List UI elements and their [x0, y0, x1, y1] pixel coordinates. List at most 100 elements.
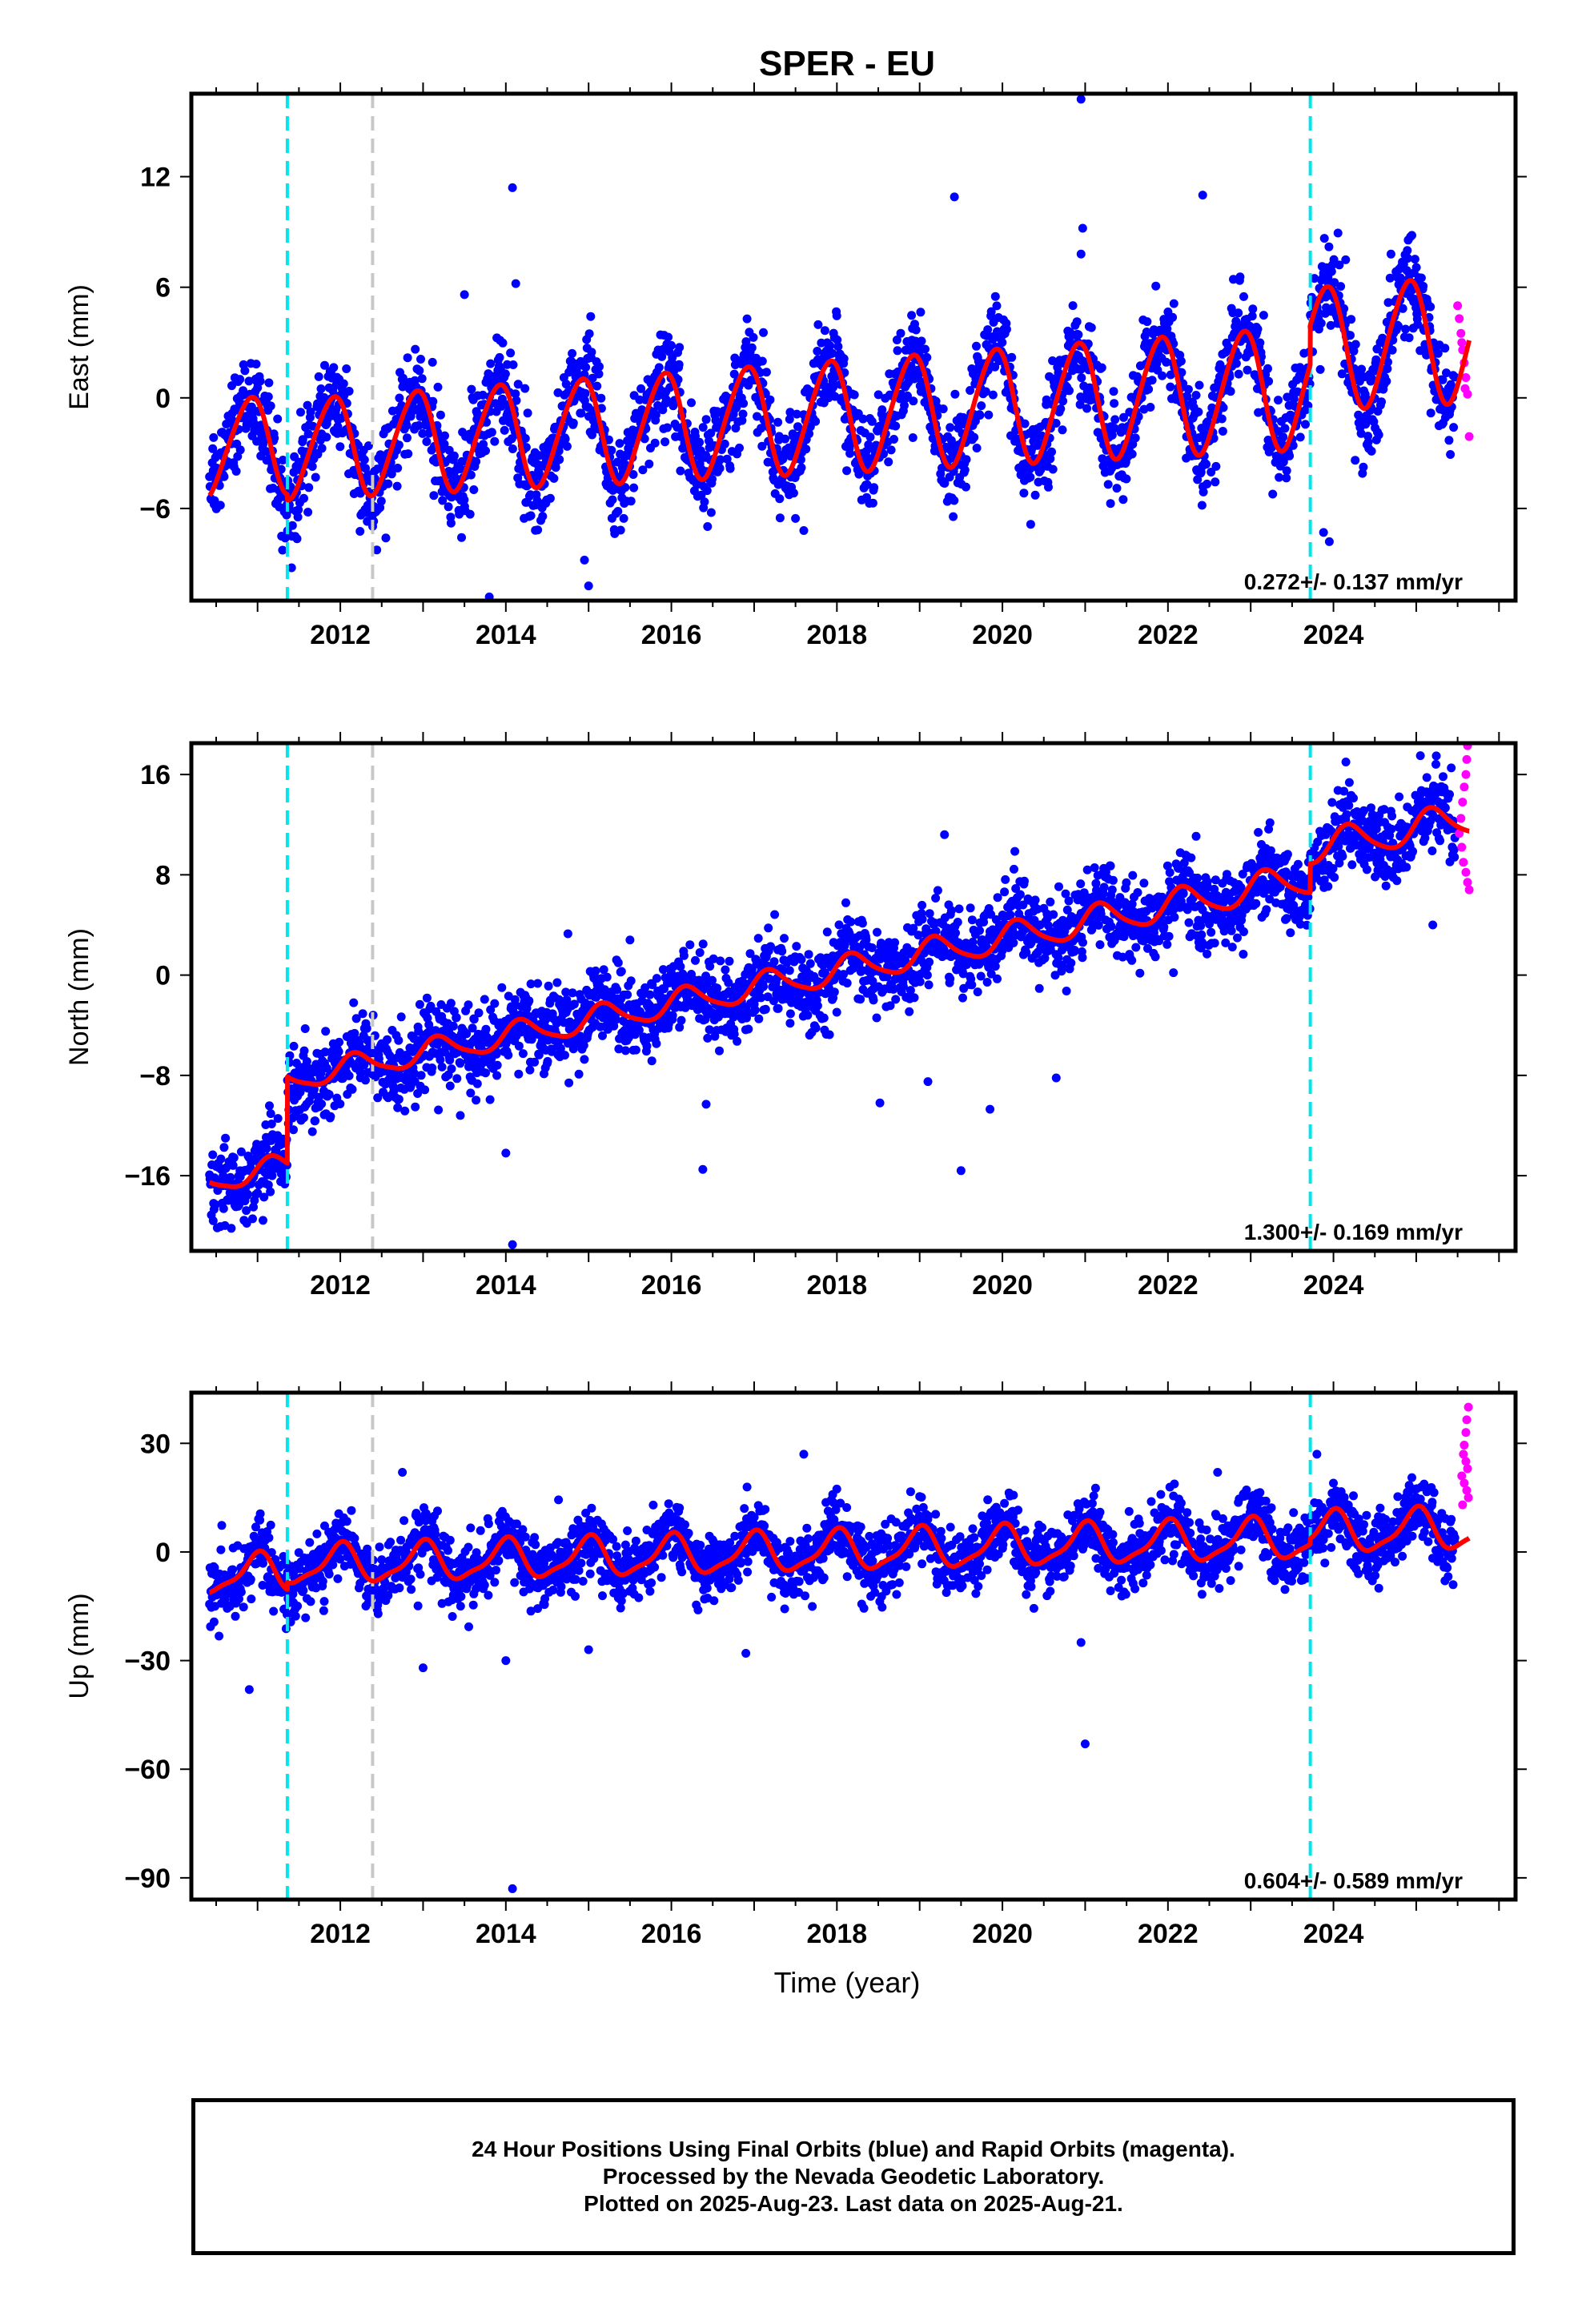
- east-final-point: [722, 454, 732, 464]
- north-final-point: [383, 1035, 392, 1044]
- east-final-point: [909, 396, 918, 406]
- east-final-point: [261, 447, 271, 456]
- north-final-point: [915, 977, 925, 987]
- north-final-point: [445, 1081, 455, 1091]
- east-x-tick-label: 2016: [641, 620, 702, 650]
- east-final-point: [472, 456, 481, 466]
- north-final-point: [335, 1037, 344, 1047]
- east-final-point: [749, 332, 758, 342]
- east-final-point: [960, 465, 970, 475]
- east-final-point: [320, 360, 329, 370]
- north-final-point: [420, 1085, 430, 1095]
- east-final-point: [775, 494, 785, 504]
- east-final-point: [317, 444, 327, 453]
- east-final-point: [595, 362, 604, 372]
- east-final-point: [428, 396, 438, 406]
- east-final-point: [376, 497, 386, 506]
- east-final-point: [1407, 231, 1416, 240]
- east-final-point: [532, 496, 542, 505]
- east-final-point: [1341, 255, 1351, 264]
- east-final-point: [1026, 520, 1035, 529]
- east-outlier-point: [799, 526, 809, 536]
- north-final-point: [647, 1056, 656, 1066]
- east-final-point: [1274, 396, 1283, 405]
- north-final-point: [1107, 885, 1117, 895]
- north-final-point: [481, 1024, 491, 1034]
- north-final-point: [321, 1027, 331, 1036]
- east-final-point: [596, 393, 606, 403]
- north-final-point: [422, 993, 432, 1003]
- east-final-point: [311, 472, 320, 482]
- east-final-point: [644, 459, 654, 468]
- north-final-point: [1139, 879, 1149, 888]
- north-final-point: [1150, 952, 1160, 962]
- east-final-point: [395, 393, 404, 403]
- north-final-point: [1127, 955, 1137, 965]
- north-final-point: [725, 956, 734, 966]
- east-final-point: [629, 483, 639, 493]
- north-final-point: [394, 1035, 404, 1045]
- east-rapid-point: [1457, 338, 1467, 348]
- north-final-point: [620, 1046, 630, 1055]
- east-final-point: [661, 437, 670, 447]
- east-outlier-point: [584, 581, 593, 591]
- north-final-point: [924, 980, 934, 990]
- north-final-point: [481, 1068, 490, 1078]
- north-final-point: [813, 1001, 822, 1011]
- east-final-point: [703, 522, 713, 531]
- north-final-point: [497, 983, 507, 992]
- north-final-point: [832, 1007, 841, 1017]
- east-final-point: [1411, 263, 1421, 272]
- east-final-point: [650, 438, 660, 448]
- east-final-point: [820, 326, 829, 336]
- north-final-point: [552, 978, 562, 987]
- east-final-point: [1169, 299, 1178, 308]
- east-final-point: [984, 410, 994, 420]
- east-final-point: [1166, 382, 1175, 392]
- east-final-point: [1191, 391, 1201, 400]
- north-final-point: [1135, 968, 1145, 978]
- north-final-point: [334, 1047, 343, 1056]
- north-final-point: [613, 958, 623, 967]
- east-outlier-point: [580, 555, 589, 565]
- east-final-point: [1235, 272, 1245, 282]
- east-final-point: [1279, 432, 1288, 442]
- north-final-point: [208, 1150, 218, 1160]
- north-final-point: [514, 1069, 524, 1079]
- north-final-point: [1046, 897, 1055, 907]
- north-final-point: [993, 893, 1002, 903]
- north-final-point: [982, 978, 992, 987]
- east-final-point: [273, 414, 283, 424]
- east-final-point: [549, 473, 559, 483]
- east-final-point: [387, 469, 396, 479]
- east-y-axis-label: East (mm): [64, 284, 94, 410]
- north-final-point: [975, 926, 984, 935]
- north-final-point: [266, 1109, 275, 1119]
- east-final-point: [508, 444, 517, 453]
- north-final-point: [905, 1007, 914, 1016]
- north-final-point: [946, 974, 955, 983]
- east-final-point: [1382, 376, 1391, 386]
- east-final-point: [917, 336, 926, 346]
- east-final-point: [487, 428, 496, 437]
- east-final-point: [1416, 273, 1426, 283]
- east-final-point: [1315, 364, 1325, 374]
- east-final-point: [235, 445, 245, 455]
- north-final-point: [1049, 910, 1058, 919]
- east-final-point: [372, 545, 382, 555]
- north-final-point: [452, 1013, 461, 1023]
- north-final-point: [492, 1071, 502, 1080]
- north-final-point: [933, 886, 942, 895]
- east-final-point: [467, 384, 476, 394]
- east-final-point: [797, 463, 806, 472]
- north-final-point: [466, 1088, 476, 1098]
- east-final-point: [508, 360, 518, 369]
- east-final-point: [893, 346, 902, 356]
- north-final-point: [829, 987, 839, 997]
- east-final-point: [1280, 424, 1290, 433]
- east-final-point: [392, 481, 402, 491]
- north-final-point: [842, 979, 852, 988]
- east-final-point: [270, 433, 279, 443]
- east-final-point: [615, 439, 624, 448]
- east-final-point: [992, 301, 1002, 311]
